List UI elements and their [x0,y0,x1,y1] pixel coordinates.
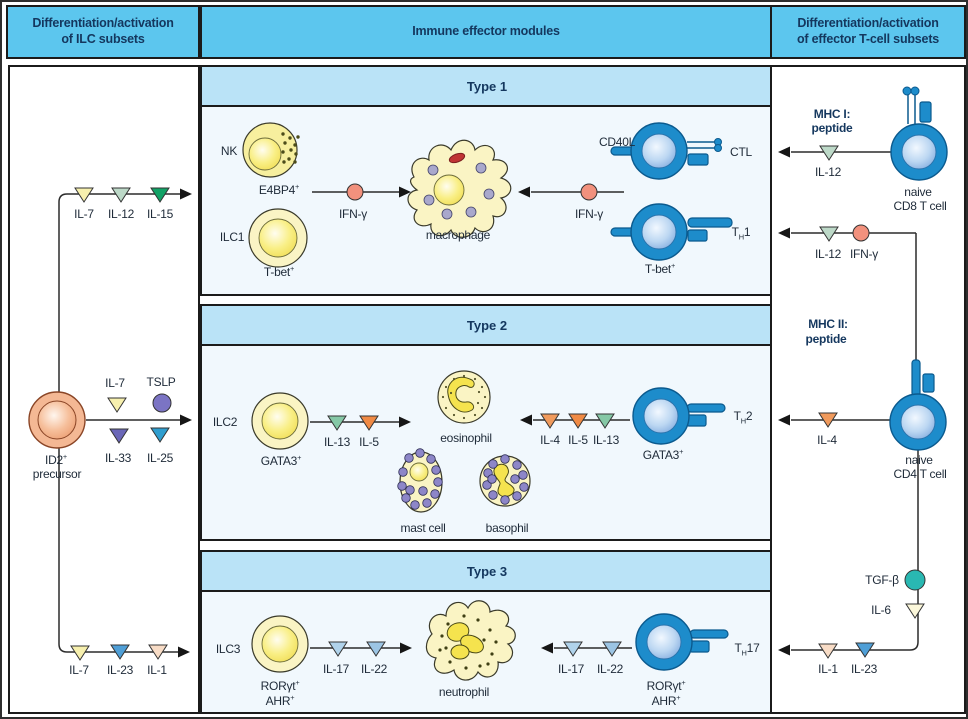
ilc3-marker1-label: RORγt+ [260,678,300,693]
precursor-label: precursor [32,467,82,481]
il12-label-top: IL-12 [107,207,135,221]
il12-label-th1: IL-12 [814,247,842,261]
il7-label-bottom: IL-7 [69,663,89,677]
ilc2-label: ILC2 [212,415,238,429]
header-ilc-line1: Differentiation/activation [32,16,174,31]
ifng-label-right: IFN-γ [574,207,604,221]
nk-marker-label: E4BP4+ [258,182,300,197]
il12-label-cd8: IL-12 [814,165,842,179]
ilc1-marker-label: T-bet+ [263,264,295,279]
il22-label-th17: IL-22 [596,662,624,676]
il22-label-ilc3: IL-22 [360,662,388,676]
header-tcell-line2: of effector T-cell subsets [796,32,940,46]
il7-label-mid: IL-7 [105,376,125,390]
basophil-label: basophil [485,521,529,535]
header-effector-modules: Immune effector modules [200,5,772,59]
neutrophil-label: neutrophil [438,685,490,699]
precursor-name: ID2+ [44,452,68,467]
il1-label-right: IL-1 [818,662,838,676]
header-tcell-line1: Differentiation/activation [797,16,939,31]
tgfb-label: TGF-β [865,573,899,587]
il7-label-top: IL-7 [74,207,94,221]
cd4-label-line2: CD4 T cell [893,467,947,481]
macrophage-label: macrophage [425,228,491,242]
th2-label: TH2 [733,409,753,426]
ilc2-marker-label: GATA3+ [260,453,302,468]
ifng-label-th1: IFN-γ [849,247,879,261]
cd8-label-line2: CD8 T cell [893,199,947,213]
mhc2-label-line1: MHC II: [808,317,848,331]
header-ilc-line2: of ILC subsets [61,32,145,46]
th1-marker-label: T-bet+ [644,261,676,276]
type1-band: Type 1 [202,67,772,107]
type2-box: Type 2 [200,304,774,541]
mast-cell-label: mast cell [400,521,446,535]
th17-marker2-label: AHR+ [651,693,681,708]
il13-label-th2: IL-13 [592,433,620,447]
il4-label-cd4: IL-4 [817,433,837,447]
cd4-label-line1: naive [905,453,933,467]
ifng-label-left: IFN-γ [338,207,368,221]
type3-band-label: Type 3 [466,563,508,579]
th17-marker1-label: RORγt+ [646,678,686,693]
type1-band-label: Type 1 [466,78,508,94]
il17-label-th17: IL-17 [557,662,585,676]
il13-label-ilc2: IL-13 [323,435,351,449]
header-center-text: Immune effector modules [412,24,560,39]
ctl-label: CTL [730,145,752,159]
eosinophil-label: eosinophil [440,431,492,445]
th2-marker-label: GATA3+ [642,447,684,462]
th1-label: TH1 [731,225,751,242]
th17-label: TH17 [734,641,760,658]
mhc2-label-line2: peptide [805,332,847,346]
il25-label: IL-25 [146,451,174,465]
cd40l-label: CD40L [598,135,636,149]
ilc1-label: ILC1 [219,230,245,244]
il15-label-top: IL-15 [146,207,174,221]
type1-box: Type 1 [200,65,774,296]
mhc1-label-line2: peptide [811,121,853,135]
type3-band: Type 3 [202,552,772,592]
header-tcell-subsets: Differentiation/activation of effector T… [770,5,966,59]
right-panel [770,65,966,714]
il23-label-right: IL-23 [850,662,878,676]
il5-label-th2: IL-5 [568,433,588,447]
ilc3-marker2-label: AHR+ [265,693,295,708]
ilc3-label: ILC3 [215,642,241,656]
header-ilc-subsets: Differentiation/activation of ILC subset… [6,5,200,59]
il17-label-ilc3: IL-17 [322,662,350,676]
il23-label-bottom: IL-23 [106,663,134,677]
type2-band-label: Type 2 [466,317,508,333]
mhc1-label-line1: MHC I: [813,107,851,121]
nk-label: NK [220,144,238,158]
il6-label: IL-6 [871,603,891,617]
il4-label-th2: IL-4 [540,433,560,447]
type2-band: Type 2 [202,306,772,346]
tslp-label: TSLP [146,375,176,389]
left-panel [8,65,200,714]
cd8-label-line1: naive [904,185,932,199]
il33-label: IL-33 [104,451,132,465]
il5-label-ilc2: IL-5 [359,435,379,449]
il1-label-bottom: IL-1 [147,663,167,677]
